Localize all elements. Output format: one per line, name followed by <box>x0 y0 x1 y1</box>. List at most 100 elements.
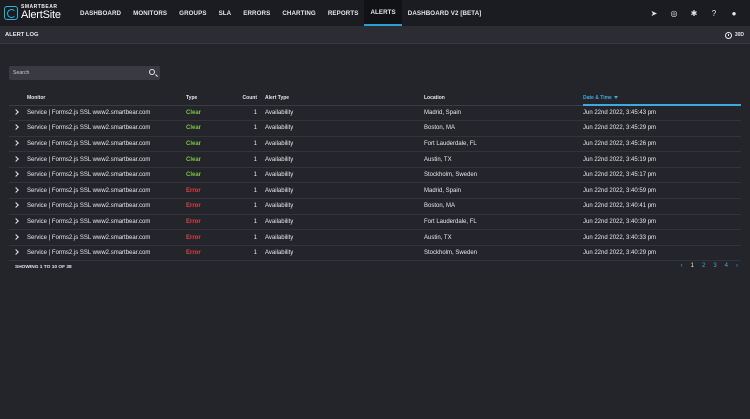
page-4[interactable]: 4 <box>724 263 728 269</box>
lifebuoy-icon[interactable]: ◎ <box>670 8 678 18</box>
cell-monitor: Service | Forms2.js SSL www2.smartbear.c… <box>27 105 186 122</box>
cell-location: Madrid, Spain <box>424 182 583 200</box>
prev-page-icon[interactable]: ‹ <box>680 263 683 269</box>
time-range-selector[interactable]: 30D <box>724 26 744 44</box>
cell-count: 1 <box>238 229 265 246</box>
cell-location: Madrid, Spain <box>424 105 583 122</box>
col-date-time-label: Date & Time <box>583 95 612 101</box>
cell-count: 1 <box>238 214 265 231</box>
expand-chevron-icon[interactable] <box>9 198 27 215</box>
expand-chevron-icon[interactable] <box>9 229 27 246</box>
expand-chevron-icon[interactable] <box>9 105 27 122</box>
col-count[interactable]: Count <box>238 92 265 106</box>
cell-location: Austin, TX <box>424 151 583 168</box>
chevron-right-icon <box>13 140 19 146</box>
alert-table: Monitor Type Count Alert Type Location D… <box>9 92 741 262</box>
table-row[interactable]: Service | Forms2.js SSL www2.smartbear.c… <box>9 120 741 137</box>
cell-location: Stockholm, Sweden <box>424 167 583 184</box>
cell-location: Austin, TX <box>424 229 583 246</box>
sort-down-icon <box>613 96 618 100</box>
cell-type: Error <box>186 182 238 200</box>
col-alert-type[interactable]: Alert Type <box>265 92 424 106</box>
cell-alert-type: Availability <box>265 167 424 184</box>
nav-errors[interactable]: ERRORS <box>243 9 271 17</box>
time-range-label: 30D <box>734 32 744 38</box>
cell-count: 1 <box>238 198 265 215</box>
page-3[interactable]: 3 <box>713 263 717 269</box>
table-row[interactable]: Service | Forms2.js SSL www2.smartbear.c… <box>9 198 741 215</box>
table-row[interactable]: Service | Forms2.js SSL www2.smartbear.c… <box>9 182 741 200</box>
help-icon[interactable]: ? <box>711 8 717 18</box>
page-2[interactable]: 2 <box>701 263 706 269</box>
col-location[interactable]: Location <box>424 92 583 106</box>
expand-chevron-icon[interactable] <box>9 182 27 200</box>
cell-alert-type: Availability <box>265 245 424 262</box>
nav-reports[interactable]: REPORTS <box>327 9 359 17</box>
page-title: ALERT LOG <box>5 31 39 38</box>
expand-chevron-icon[interactable] <box>9 167 27 184</box>
table-row[interactable]: Service | Forms2.js SSL www2.smartbear.c… <box>9 167 741 184</box>
chevron-right-icon <box>13 186 19 193</box>
chevron-right-icon <box>13 249 19 255</box>
cell-alert-type: Availability <box>265 151 424 168</box>
next-page-icon[interactable]: › <box>736 263 738 269</box>
nav-dashboard-v2[interactable]: DASHBOARD V2 [BETA] <box>407 9 482 17</box>
cell-type: Error <box>186 198 238 215</box>
chevron-right-icon <box>13 202 19 209</box>
page-1[interactable]: 1 <box>690 263 694 269</box>
search-icon[interactable] <box>149 69 155 75</box>
nav-charting[interactable]: CHARTING <box>282 9 316 17</box>
expand-chevron-icon[interactable] <box>9 120 27 137</box>
table-row[interactable]: Service | Forms2.js SSL www2.smartbear.c… <box>9 105 741 122</box>
nav-dashboard[interactable]: DASHBOARD <box>80 9 122 17</box>
cell-datetime: Jun 22nd 2022, 3:45:43 pm <box>583 105 741 122</box>
col-type[interactable]: Type <box>186 92 238 106</box>
cell-location: Fort Lauderdale, FL <box>424 136 583 153</box>
clock-icon <box>724 31 732 39</box>
nav-icons: ➤ ◎ ✱ ? ● <box>644 0 744 26</box>
expand-chevron-icon[interactable] <box>9 151 27 168</box>
nav-sla[interactable]: SLA <box>218 9 232 17</box>
table-row[interactable]: Service | Forms2.js SSL www2.smartbear.c… <box>9 214 741 231</box>
expand-chevron-icon[interactable] <box>9 245 27 262</box>
cell-datetime: Jun 22nd 2022, 3:40:59 pm <box>583 182 741 200</box>
nav-alerts[interactable]: ALERTS <box>364 0 402 26</box>
cell-datetime: Jun 22nd 2022, 3:45:17 pm <box>583 167 741 184</box>
cell-type: Error <box>186 245 238 262</box>
chevron-right-icon <box>13 124 19 131</box>
search-input[interactable] <box>9 70 139 76</box>
cell-count: 1 <box>238 182 265 200</box>
chevron-right-icon <box>13 233 19 240</box>
gear-icon[interactable]: ✱ <box>690 8 698 18</box>
table-row[interactable]: Service | Forms2.js SSL www2.smartbear.c… <box>9 229 741 246</box>
cell-location: Stockholm, Sweden <box>424 245 583 262</box>
expand-chevron-icon[interactable] <box>9 214 27 231</box>
cell-location: Fort Lauderdale, FL <box>424 214 583 231</box>
col-date-time[interactable]: Date & Time <box>583 92 741 106</box>
user-icon[interactable]: ● <box>731 8 737 18</box>
cell-type: Error <box>186 214 238 231</box>
col-monitor[interactable]: Monitor <box>27 92 186 106</box>
brand-company: SMARTBEAR <box>21 4 58 10</box>
cell-type: Clear <box>186 120 238 137</box>
cell-alert-type: Availability <box>265 182 424 200</box>
brand-logo[interactable]: SMARTBEAR AlertSite <box>0 0 74 26</box>
cell-type: Error <box>186 229 238 246</box>
cell-monitor: Service | Forms2.js SSL www2.smartbear.c… <box>27 245 186 262</box>
table-row[interactable]: Service | Forms2.js SSL www2.smartbear.c… <box>9 151 741 168</box>
cell-location: Boston, MA <box>424 198 583 215</box>
cell-monitor: Service | Forms2.js SSL www2.smartbear.c… <box>27 214 186 231</box>
table-row[interactable]: Service | Forms2.js SSL www2.smartbear.c… <box>9 245 741 262</box>
expand-chevron-icon[interactable] <box>9 136 27 153</box>
nav-monitors[interactable]: MONITORS <box>133 9 168 17</box>
rocket-icon[interactable]: ➤ <box>650 8 658 18</box>
cell-type: Clear <box>186 151 238 168</box>
chevron-right-icon <box>13 218 19 224</box>
chevron-right-icon <box>13 155 19 162</box>
nav-groups[interactable]: GROUPS <box>179 9 207 17</box>
cell-alert-type: Availability <box>265 105 424 122</box>
table-row[interactable]: Service | Forms2.js SSL www2.smartbear.c… <box>9 136 741 153</box>
cell-count: 1 <box>238 120 265 137</box>
cell-location: Boston, MA <box>424 120 583 137</box>
cell-datetime: Jun 22nd 2022, 3:40:39 pm <box>583 214 741 231</box>
